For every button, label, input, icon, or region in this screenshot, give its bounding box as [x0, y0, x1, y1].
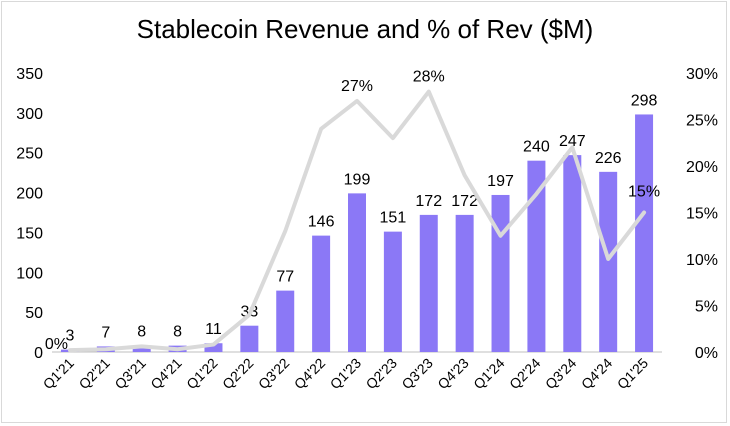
bar-value-label: 7	[101, 324, 110, 341]
line-point-label: 15%	[628, 184, 660, 201]
bar	[599, 171, 618, 352]
bar-value-label: 298	[631, 92, 658, 109]
y-left-tick-label: 350	[16, 66, 43, 83]
x-tick-label: Q4'21	[147, 355, 185, 393]
x-tick-label: Q2'21	[76, 355, 114, 393]
x-tick-label: Q3'23	[398, 355, 436, 393]
bar-value-label: 8	[173, 324, 182, 341]
y-right-tick-label: 10%	[686, 252, 718, 269]
y-left-tick-label: 50	[25, 305, 43, 322]
chart-title: Stablecoin Revenue and % of Rev ($M)	[136, 14, 594, 44]
x-tick-label: Q4'24	[578, 355, 616, 393]
bar-value-label: 247	[559, 133, 586, 150]
bar-value-label: 240	[523, 139, 550, 156]
bar-value-label: 199	[344, 171, 371, 188]
bar	[383, 231, 402, 352]
x-tick-label: Q4'22	[291, 355, 329, 393]
bar	[348, 193, 366, 352]
bar-value-label: 151	[380, 210, 407, 227]
bar-value-label: 3	[65, 328, 74, 345]
bar	[240, 325, 259, 352]
bar	[527, 160, 546, 352]
x-tick-label: Q3'22	[255, 355, 293, 393]
bar-value-label: 77	[276, 269, 294, 286]
bar	[276, 290, 295, 352]
bar-value-label: 226	[595, 150, 622, 167]
bar-value-label: 172	[451, 193, 478, 210]
bar	[491, 194, 510, 352]
y-left-tick-label: 300	[16, 106, 43, 123]
line-point-label: 28%	[413, 69, 445, 86]
y-right-tick-label: 20%	[686, 159, 718, 176]
line-point-label: 27%	[341, 78, 373, 95]
bar	[204, 343, 223, 352]
y-right-tick-label: 15%	[686, 206, 718, 223]
y-right-tick-label: 25%	[686, 113, 718, 130]
x-tick-label: Q1'22	[183, 355, 221, 393]
x-tick-label: Q1'24	[470, 355, 508, 393]
y-left-tick-label: 100	[16, 265, 43, 282]
x-tick-label: Q3'24	[542, 355, 580, 393]
bar	[563, 155, 582, 352]
bar-value-label: 197	[487, 173, 514, 190]
x-tick-label: Q3'21	[111, 355, 149, 393]
x-tick-label: Q1'21	[40, 355, 78, 393]
bar	[419, 214, 438, 352]
bar	[132, 345, 151, 352]
x-tick-label: Q1'23	[327, 355, 365, 393]
x-tick-label: Q4'23	[434, 355, 472, 393]
x-tick-label: Q2'24	[506, 355, 544, 393]
bar-value-label: 146	[308, 214, 335, 231]
bar-value-label: 11	[205, 321, 222, 338]
y-left-tick-label: 250	[16, 146, 43, 163]
revenue-share-line	[67, 89, 647, 353]
y-left-tick-label: 0	[34, 345, 43, 362]
bar	[635, 114, 654, 352]
y-left-tick-label: 150	[16, 225, 43, 242]
y-right-tick-label: 5%	[695, 299, 718, 316]
bar-value-label: 172	[415, 193, 442, 210]
bar	[455, 214, 474, 352]
x-tick-label: Q2'22	[219, 355, 257, 393]
bar	[312, 235, 331, 352]
y-right-tick-label: 0%	[695, 345, 718, 362]
x-tick-label: Q2'23	[363, 355, 401, 393]
line-point-label: 0%	[45, 336, 68, 353]
bar-value-label: 8	[137, 324, 146, 341]
y-left-tick-label: 200	[16, 186, 43, 203]
y-right-tick-label: 30%	[686, 66, 718, 83]
x-tick-label: Q1'25	[614, 355, 652, 393]
